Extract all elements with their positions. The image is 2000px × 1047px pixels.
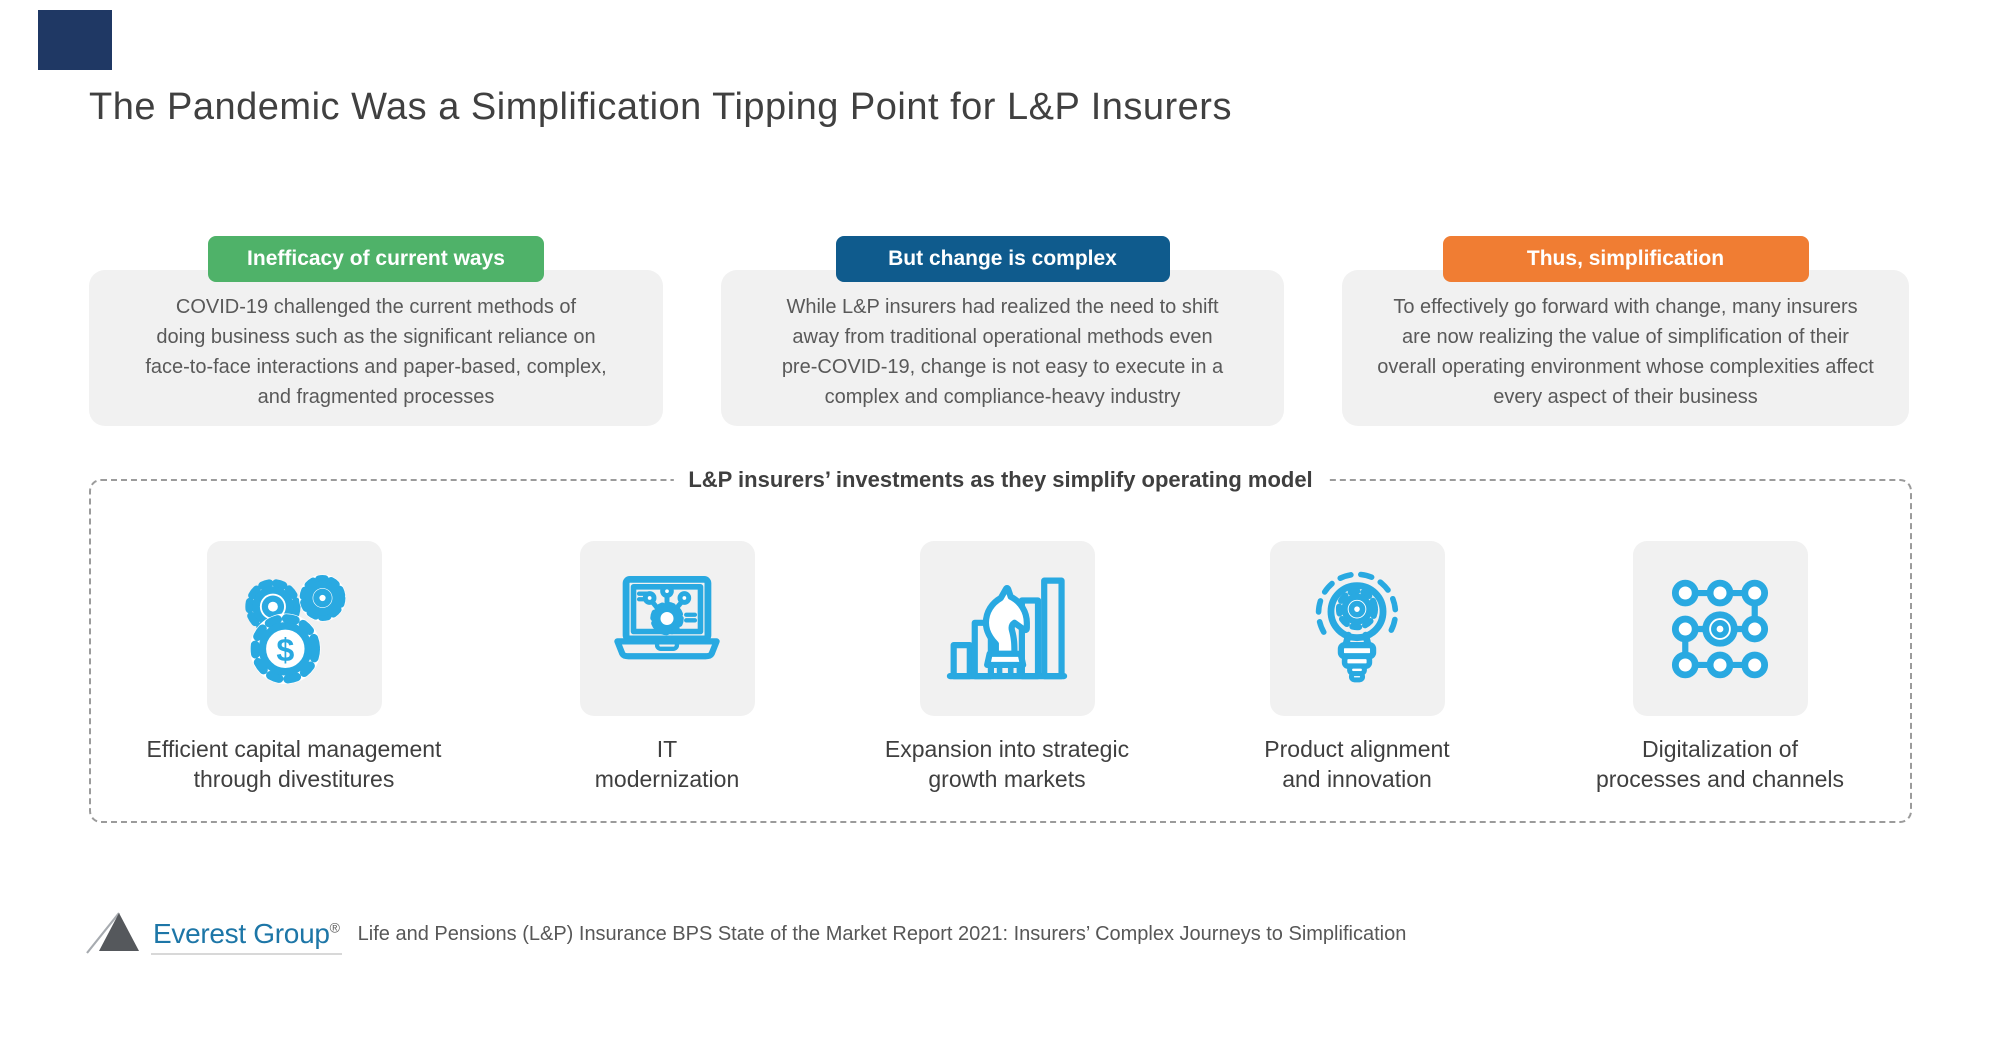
- investment-label: Expansion into strategic growth markets: [837, 734, 1177, 794]
- badge-inefficacy: Inefficacy of current ways: [208, 236, 544, 282]
- investment-label: Efficient capital management through div…: [124, 734, 464, 794]
- icon-card: [579, 541, 755, 716]
- gear-dollar: $: [249, 613, 321, 684]
- pillar-body-line: pre-COVID-19, change is not easy to exec…: [781, 356, 1224, 378]
- icon-card: [1269, 541, 1445, 716]
- logo-text: Everest Group: [153, 918, 330, 949]
- investment-item-digitalization: Digitalization of processes and channels: [1550, 541, 1890, 794]
- pillar-body-line: complex and compliance-heavy industry: [824, 386, 1181, 408]
- pillar-body-line: face-to-face interactions and paper-base…: [145, 356, 607, 378]
- investment-label-line: modernization: [594, 766, 740, 792]
- template-corner-square: [38, 10, 112, 70]
- pillar-body-line: COVID-19 challenged the current methods …: [175, 296, 577, 318]
- investment-item-it-modernization: IT modernization: [497, 541, 837, 794]
- dollar-glyph: $: [276, 632, 294, 668]
- pillar-body-line: are now realizing the value of simplific…: [1402, 326, 1849, 348]
- investment-label-line: through divestitures: [193, 766, 395, 792]
- mountain-icon: [86, 912, 139, 954]
- pillar-body-inefficacy: COVID-19 challenged the current methods …: [89, 270, 663, 426]
- investment-item-capital-management: $ Efficient capital management through d…: [124, 541, 464, 794]
- everest-group-logo: Everest Group®: [85, 909, 342, 955]
- footer: Everest Group® Life and Pensions (L&P) I…: [85, 903, 1406, 955]
- investment-item-product-innovation: Product alignment and innovation: [1187, 541, 1527, 794]
- pillars-row: Inefficacy of current ways COVID-19 chal…: [89, 236, 1911, 426]
- investment-label-line: IT: [656, 736, 678, 762]
- icon-card: [1632, 541, 1808, 716]
- pillar-body-line: To effectively go forward with change, m…: [1393, 296, 1858, 318]
- knight-growth-icon: [946, 577, 1068, 679]
- logo-wordmark: Everest Group®: [151, 919, 342, 955]
- pillar-body-change-complex: While L&P insurers had realized the need…: [721, 270, 1284, 426]
- investment-label: Digitalization of processes and channels: [1550, 734, 1890, 794]
- investment-label: Product alignment and innovation: [1187, 734, 1527, 794]
- pillar-change-complex: But change is complex While L&P insurers…: [721, 236, 1284, 426]
- pillar-body-line: every aspect of their business: [1493, 386, 1758, 408]
- pillar-body-line: While L&P insurers had realized the need…: [786, 296, 1219, 318]
- badge-change-complex: But change is complex: [835, 236, 1170, 282]
- investments-panel-title: L&P insurers’ investments as they simpli…: [673, 464, 1328, 496]
- registered-trademark: ®: [329, 919, 340, 936]
- pillar-simplification: Thus, simplification To effectively go f…: [1342, 236, 1909, 426]
- badge-simplification: Thus, simplification: [1442, 236, 1809, 282]
- investment-label-line: Expansion into strategic: [884, 736, 1130, 762]
- pillar-body-line: away from traditional operational method…: [792, 326, 1213, 348]
- network-nodes-icon: [1671, 579, 1769, 678]
- investment-label: IT modernization: [497, 734, 837, 794]
- gear-small: [298, 573, 347, 622]
- lightbulb-gear-icon: [1315, 571, 1399, 682]
- investment-item-growth-markets: Expansion into strategic growth markets: [837, 541, 1177, 794]
- source-citation: Life and Pensions (L&P) Insurance BPS St…: [357, 923, 1407, 945]
- investment-label-line: and innovation: [1282, 766, 1432, 792]
- investment-label-line: processes and channels: [1595, 766, 1845, 792]
- pillar-body-line: and fragmented processes: [257, 386, 495, 408]
- gears-dollar-icon: $: [245, 573, 347, 684]
- investment-label-line: Digitalization of: [1642, 736, 1798, 762]
- pillar-body-line: doing business such as the significant r…: [156, 326, 596, 348]
- laptop-gear-icon: [614, 575, 720, 659]
- pillar-body-simplification: To effectively go forward with change, m…: [1342, 270, 1909, 426]
- page-title: The Pandemic Was a Simplification Tippin…: [89, 86, 1232, 128]
- investment-label-line: Efficient capital management: [146, 736, 442, 762]
- icon-card: [919, 541, 1095, 716]
- investments-panel: L&P insurers’ investments as they simpli…: [89, 464, 1912, 823]
- investment-label-line: growth markets: [928, 766, 1086, 792]
- investment-label-line: Product alignment: [1264, 736, 1450, 762]
- icon-card: $: [206, 541, 382, 716]
- pillar-body-line: overall operating environment whose comp…: [1377, 356, 1874, 378]
- pillar-inefficacy: Inefficacy of current ways COVID-19 chal…: [89, 236, 663, 426]
